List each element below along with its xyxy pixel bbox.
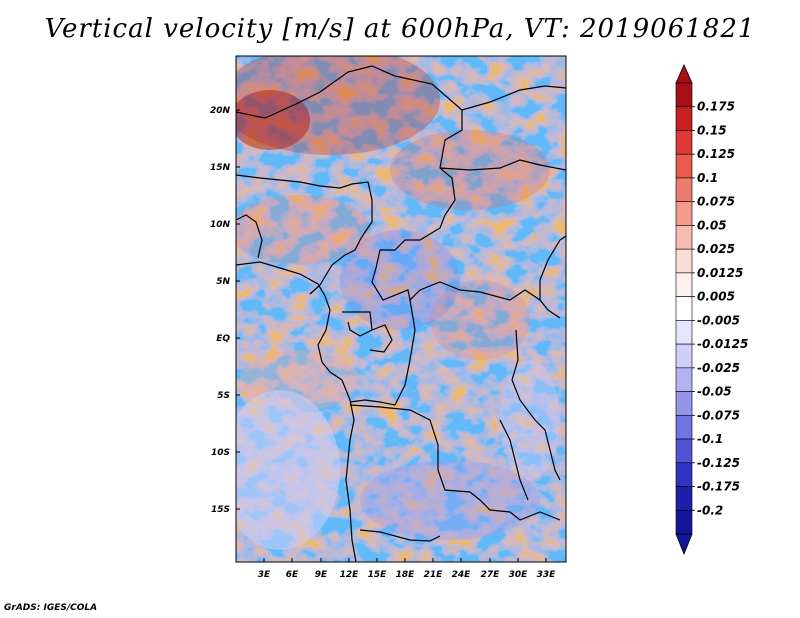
colorbar-label: 0.125 <box>697 147 735 161</box>
lat-label: 15S <box>211 505 230 515</box>
colorbar-label: -0.175 <box>697 480 740 494</box>
lon-label: 30E <box>509 570 529 580</box>
colorbar-label: 0.05 <box>697 218 727 232</box>
lat-label: 10N <box>210 220 231 230</box>
colorbar-label: -0.2 <box>697 503 723 517</box>
colorbar-swatch <box>675 248 693 274</box>
colorbar-swatch <box>675 153 693 179</box>
colorbar-swatch <box>675 343 693 369</box>
lon-label: 18E <box>396 570 416 580</box>
colorbar-swatch <box>675 367 693 392</box>
colorbar-label: 0.175 <box>697 100 735 114</box>
colorbar-label: 0.15 <box>697 123 727 137</box>
colorbar-swatch <box>675 177 693 202</box>
colorbar-swatch <box>675 201 693 226</box>
colorbar-swatch <box>675 438 693 464</box>
colorbar-label: 0.025 <box>697 242 735 256</box>
lat-label: 5S <box>217 391 230 401</box>
colorbar-swatch <box>675 415 693 440</box>
map-frame <box>235 55 567 563</box>
colorbar-label: 0.005 <box>697 290 735 304</box>
lon-label: 9E <box>315 570 328 580</box>
colorbar-swatch <box>675 509 693 535</box>
lon-label: 6E <box>286 570 299 580</box>
colorbar-swatch <box>675 391 693 416</box>
longitude-axis: 3E 6E 9E 12E 15E 18E 21E 24E 27E 30E 33E <box>258 558 556 580</box>
grads-credit: GrADS: IGES/COLA <box>4 603 98 613</box>
colorbar-label: 0.075 <box>697 195 735 209</box>
map-title: Vertical velocity [m/s] at 600hPa, VT: 2… <box>44 14 756 44</box>
colorbar-label: -0.05 <box>697 385 732 399</box>
colorbar-swatch <box>675 225 693 250</box>
colorbar-label: -0.125 <box>697 456 740 470</box>
colorbar-label: 0.1 <box>697 171 718 185</box>
colorbar-swatch <box>675 486 693 511</box>
colorbar: 0.175 0.15 0.125 0.1 0.075 0.05 0.025 0.0125 0.0… <box>675 64 748 556</box>
colorbar-swatch <box>675 106 693 131</box>
lon-label: 3E <box>258 570 271 580</box>
latitude-axis: 20N 15N 10N 5N EQ 5S 10S 15S <box>210 106 240 515</box>
colorbar-swatch <box>675 272 693 297</box>
colorbar-label: -0.005 <box>697 313 740 327</box>
colorbar-swatch <box>675 296 693 321</box>
lat-label: 15N <box>210 163 231 173</box>
country-borders <box>236 65 566 562</box>
lat-label: EQ <box>216 334 230 344</box>
lon-label: 33E <box>537 570 557 580</box>
colorbar-label: -0.075 <box>697 408 740 422</box>
colorbar-swatch <box>675 320 693 345</box>
colorbar-label: -0.0125 <box>697 337 748 351</box>
lon-label: 24E <box>452 570 472 580</box>
lon-label: 12E <box>340 570 360 580</box>
velocity-field <box>236 56 566 562</box>
lon-label: 21E <box>424 570 444 580</box>
lat-label: 20N <box>210 106 231 116</box>
lon-label: 27E <box>481 570 501 580</box>
lon-label: 15E <box>368 570 388 580</box>
lat-label: 10S <box>211 448 230 458</box>
lat-label: 5N <box>216 277 230 287</box>
colorbar-swatch <box>675 130 693 155</box>
colorbar-swatch <box>675 462 693 487</box>
colorbar-label: -0.1 <box>697 432 723 446</box>
colorbar-label: -0.025 <box>697 361 740 375</box>
colorbar-swatch <box>675 82 693 108</box>
colorbar-top-arrow <box>675 64 693 84</box>
colorbar-label: 0.0125 <box>697 266 743 280</box>
colorbar-bottom-arrow <box>675 533 693 556</box>
